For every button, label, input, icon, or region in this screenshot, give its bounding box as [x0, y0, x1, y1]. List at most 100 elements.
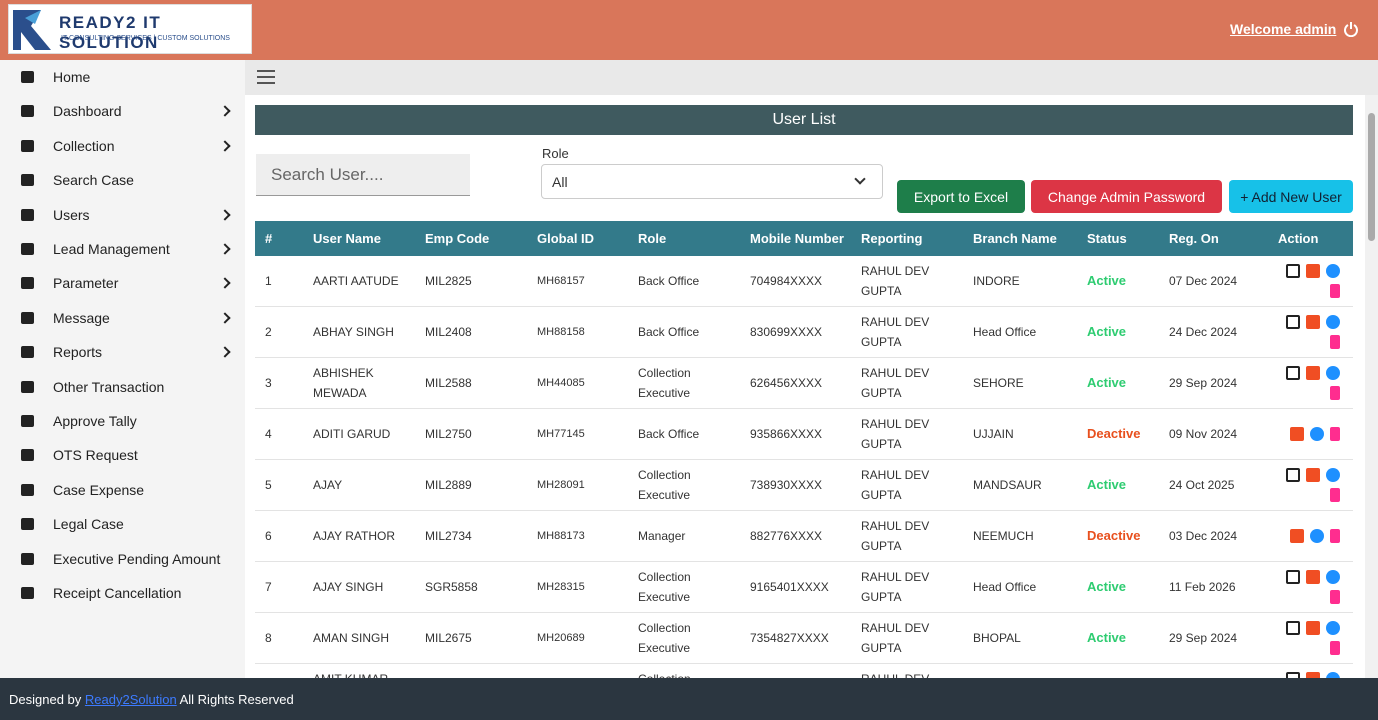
sidebar-item[interactable]: Case Expense: [0, 473, 245, 507]
table-cell: Back Office: [628, 408, 740, 460]
table-cell: 24 Oct 2025: [1159, 459, 1268, 511]
table-cell: MH88158: [527, 306, 628, 358]
sidebar-item[interactable]: Home: [0, 60, 245, 94]
edit-icon[interactable]: [1286, 315, 1300, 329]
export-button[interactable]: Export to Excel: [897, 180, 1025, 213]
table-cell: 7354827XXXX: [740, 612, 851, 664]
header: READY2 IT SOLUTION IT CONSULTING SERVICE…: [0, 0, 1378, 60]
column-header: #: [255, 221, 303, 256]
sidebar-item[interactable]: Lead Management: [0, 232, 245, 266]
table-cell: MH68157: [527, 256, 628, 307]
footer-prefix: Designed by: [9, 692, 82, 707]
delete-icon[interactable]: [1306, 672, 1320, 678]
sidebar-item[interactable]: Message: [0, 301, 245, 335]
device-icon[interactable]: [1330, 641, 1340, 655]
scrollbar[interactable]: [1365, 95, 1378, 678]
welcome-link[interactable]: Welcome admin: [1230, 21, 1337, 37]
search-input[interactable]: Search User....: [256, 154, 470, 196]
delete-icon[interactable]: [1306, 366, 1320, 380]
role-select[interactable]: All: [541, 164, 883, 199]
edit-icon[interactable]: [1286, 621, 1300, 635]
sidebar-item[interactable]: Approve Tally: [0, 404, 245, 438]
footer-link[interactable]: Ready2Solution: [84, 692, 177, 707]
delete-icon[interactable]: [1290, 529, 1304, 543]
device-icon[interactable]: [1330, 427, 1340, 441]
table-cell: RAHUL DEV GUPTA: [851, 459, 963, 511]
settings-icon[interactable]: [1310, 427, 1324, 441]
edit-icon[interactable]: [1286, 672, 1300, 678]
settings-icon[interactable]: [1326, 468, 1340, 482]
table-cell: 03 Dec 2024: [1159, 510, 1268, 562]
sidebar-item[interactable]: Collection: [0, 129, 245, 163]
table-row: 6 AJAY RATHOR MIL2734 MH88173 Manager 882776X…: [255, 510, 1353, 562]
delete-icon[interactable]: [1306, 570, 1320, 584]
action-cell: [1268, 561, 1353, 613]
device-icon[interactable]: [1330, 386, 1340, 400]
action-icons: [1278, 366, 1340, 400]
sidebar-label: Executive Pending Amount: [53, 550, 221, 567]
table-cell: Head Office: [963, 306, 1077, 358]
logout-icon[interactable]: [1343, 21, 1359, 37]
sidebar-arrow: [219, 105, 231, 118]
settings-icon[interactable]: [1326, 621, 1340, 635]
table-cell: SEHORE: [963, 357, 1077, 409]
delete-icon[interactable]: [1306, 264, 1320, 278]
menu-toggle[interactable]: [257, 69, 275, 85]
device-icon[interactable]: [1330, 590, 1340, 604]
table-cell: Active: [1077, 459, 1159, 511]
settings-icon[interactable]: [1326, 672, 1340, 678]
sidebar-item[interactable]: Other Transaction: [0, 370, 245, 404]
sidebar-item[interactable]: Legal Case: [0, 507, 245, 541]
action-icons: [1278, 315, 1340, 349]
edit-icon[interactable]: [1286, 570, 1300, 584]
sidebar-label: Approve Tally: [53, 413, 137, 429]
edit-icon[interactable]: [1286, 468, 1300, 482]
delete-icon[interactable]: [1306, 621, 1320, 635]
edit-icon[interactable]: [1286, 366, 1300, 380]
sidebar-item[interactable]: Receipt Cancellation: [0, 576, 245, 610]
sidebar-icon: [21, 380, 34, 393]
delete-icon[interactable]: [1306, 468, 1320, 482]
footer-suffix: All Rights Reserved: [179, 692, 294, 707]
settings-icon[interactable]: [1326, 315, 1340, 329]
device-icon[interactable]: [1330, 284, 1340, 298]
table-cell: Deactive: [1077, 408, 1159, 460]
settings-icon[interactable]: [1310, 529, 1324, 543]
table-cell: MIL2588: [415, 357, 527, 409]
sidebar-item[interactable]: Reports: [0, 335, 245, 369]
sidebar-item[interactable]: Executive Pending Amount: [0, 542, 245, 576]
sidebar-item[interactable]: Users: [0, 198, 245, 232]
role-value: All: [552, 174, 568, 190]
sidebar-icon: [21, 552, 34, 565]
settings-icon[interactable]: [1326, 366, 1340, 380]
table-cell: 626456XXXX: [740, 357, 851, 409]
table-cell: 5: [255, 459, 303, 511]
table-cell: RAHUL DEV GUPTA: [851, 510, 963, 562]
delete-icon[interactable]: [1290, 427, 1304, 441]
sidebar-item[interactable]: Parameter: [0, 266, 245, 300]
sidebar-item[interactable]: Dashboard: [0, 94, 245, 128]
table-row: 3 ABHISHEK MEWADA MIL2588 MH44085 Collection…: [255, 357, 1353, 409]
table-cell: MH28315: [527, 561, 628, 613]
sidebar-item[interactable]: Search Case: [0, 163, 245, 197]
add-user-button[interactable]: + Add New User: [1229, 180, 1353, 213]
logo[interactable]: READY2 IT SOLUTION IT CONSULTING SERVICE…: [8, 4, 252, 54]
table-cell: Collection Executive: [628, 459, 740, 511]
device-icon[interactable]: [1330, 488, 1340, 502]
sidebar-label: Reports: [53, 344, 103, 361]
change-password-button[interactable]: Change Admin Password: [1031, 180, 1222, 213]
delete-icon[interactable]: [1306, 315, 1320, 329]
action-cell: [1268, 663, 1353, 678]
settings-icon[interactable]: [1326, 264, 1340, 278]
settings-icon[interactable]: [1326, 570, 1340, 584]
role-label: Role: [542, 146, 569, 161]
device-icon[interactable]: [1330, 335, 1340, 349]
table-row: 7 AJAY SINGH SGR5858 MH28315 Collection Exec…: [255, 561, 1353, 613]
sidebar-icon: [21, 483, 34, 496]
column-header: Reg. On: [1159, 221, 1268, 256]
sidebar-item[interactable]: OTS Request: [0, 438, 245, 472]
device-icon[interactable]: [1330, 529, 1340, 543]
table-cell: 1: [255, 256, 303, 307]
edit-icon[interactable]: [1286, 264, 1300, 278]
table-row: 9AMIT KUMAR MADROSIYAMIL2142MH36065Colle…: [255, 663, 1353, 678]
